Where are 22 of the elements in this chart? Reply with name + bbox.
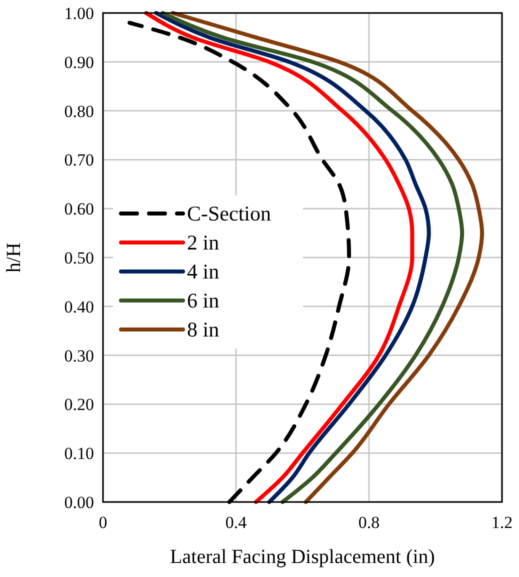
- x-tick-label: 0.4: [225, 513, 248, 532]
- legend-label: 6 in: [187, 288, 220, 312]
- y-tick-label: 0.70: [64, 150, 94, 170]
- y-axis-title: h/H: [3, 242, 25, 272]
- y-tick-label: 0.80: [64, 102, 94, 121]
- legend-label: 8 in: [187, 317, 220, 342]
- y-tick-label: 0.30: [64, 346, 94, 366]
- y-tick-label: 0.50: [64, 248, 94, 268]
- legend-label: 4 in: [187, 259, 220, 284]
- y-tick-label: 0.40: [64, 297, 94, 316]
- y-tick-label: 0.10: [64, 444, 94, 464]
- legend-label: 2 in: [187, 230, 220, 254]
- x-tick-label: 0.8: [358, 513, 380, 532]
- y-tick-label: 0.60: [64, 200, 94, 219]
- y-tick-label: 0.00: [64, 493, 94, 512]
- x-tick-label: 1.2: [491, 513, 513, 532]
- y-tick-label: 0.90: [64, 52, 94, 72]
- x-axis-title: Lateral Facing Displacement (in): [170, 546, 435, 568]
- legend-label: C-Section: [187, 201, 272, 226]
- x-tick-label: 0: [98, 513, 108, 532]
- y-tick-label: 0.20: [64, 395, 94, 414]
- y-tick-label: 1.00: [64, 4, 94, 23]
